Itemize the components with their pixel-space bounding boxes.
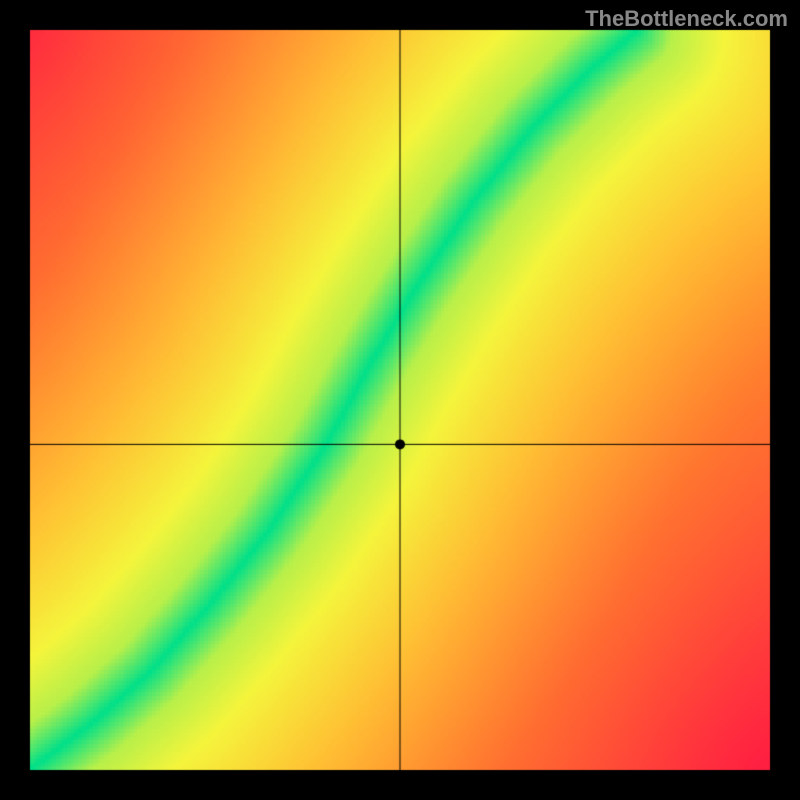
bottleneck-heatmap <box>0 0 800 800</box>
watermark-text: TheBottleneck.com <box>585 6 788 32</box>
